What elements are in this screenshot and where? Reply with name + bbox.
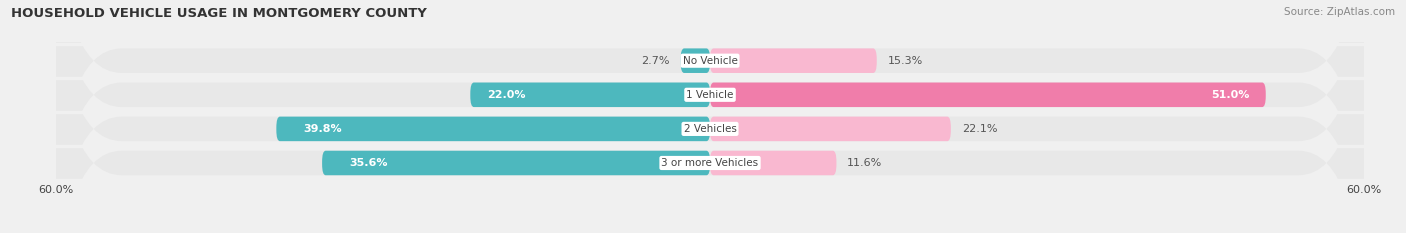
FancyBboxPatch shape [56,0,1364,233]
Text: 22.1%: 22.1% [962,124,997,134]
FancyBboxPatch shape [56,0,1364,233]
FancyBboxPatch shape [710,48,877,73]
Text: No Vehicle: No Vehicle [682,56,738,66]
Text: 39.8%: 39.8% [304,124,342,134]
Text: 2 Vehicles: 2 Vehicles [683,124,737,134]
Text: 22.0%: 22.0% [486,90,526,100]
Text: 3 or more Vehicles: 3 or more Vehicles [661,158,759,168]
Text: 35.6%: 35.6% [349,158,388,168]
FancyBboxPatch shape [277,116,710,141]
FancyBboxPatch shape [710,151,837,175]
FancyBboxPatch shape [322,151,710,175]
FancyBboxPatch shape [56,0,1364,233]
Text: 2.7%: 2.7% [641,56,669,66]
Text: 11.6%: 11.6% [848,158,883,168]
FancyBboxPatch shape [56,0,1364,233]
FancyBboxPatch shape [710,116,950,141]
Text: 1 Vehicle: 1 Vehicle [686,90,734,100]
Text: 51.0%: 51.0% [1211,90,1250,100]
FancyBboxPatch shape [710,82,1265,107]
Text: 15.3%: 15.3% [887,56,922,66]
Text: Source: ZipAtlas.com: Source: ZipAtlas.com [1284,7,1395,17]
Text: HOUSEHOLD VEHICLE USAGE IN MONTGOMERY COUNTY: HOUSEHOLD VEHICLE USAGE IN MONTGOMERY CO… [11,7,427,20]
FancyBboxPatch shape [470,82,710,107]
Legend: Owner-occupied, Renter-occupied: Owner-occupied, Renter-occupied [593,230,827,233]
FancyBboxPatch shape [681,48,710,73]
